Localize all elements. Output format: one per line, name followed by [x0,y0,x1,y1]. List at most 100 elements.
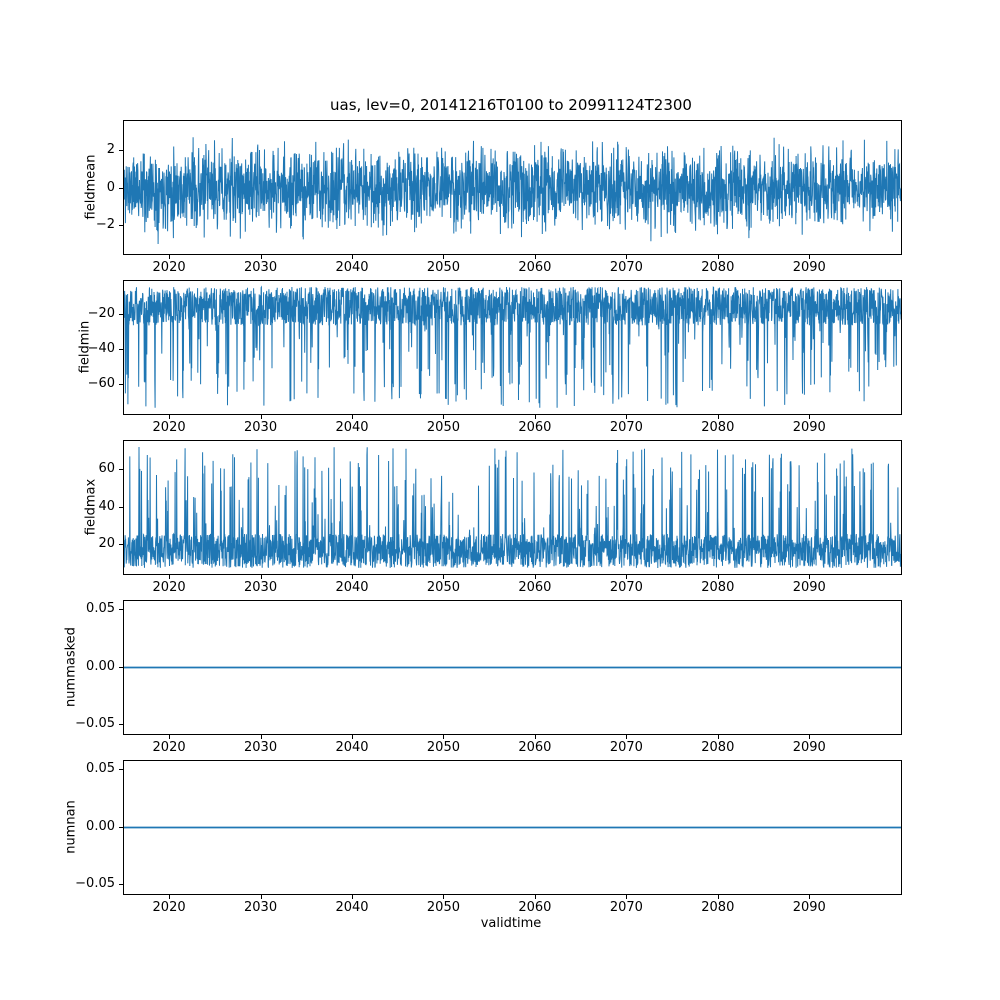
x-tick-label: 2090 [792,420,826,435]
y-tick-label: −40 [87,341,115,357]
x-tick-mark [534,255,536,259]
x-tick-label: 2020 [152,260,186,275]
axes-fieldmax [123,440,902,575]
x-tick-mark [352,575,353,579]
x-tick-mark [809,895,811,899]
x-tick-label: 2020 [152,580,186,595]
x-tick-label: 2020 [152,420,186,435]
x-tick-mark [809,735,811,739]
data-line-fieldmean [124,137,901,245]
x-tick-label: 2080 [701,580,735,595]
y-tick-mark [119,769,123,771]
x-tick-label: 2030 [244,900,278,915]
x-tick-mark [352,735,353,739]
y-tick-mark [119,313,123,315]
y-tick-label: −0.05 [75,875,115,891]
x-tick-mark [260,895,262,899]
x-tick-label: 2080 [701,740,735,755]
x-tick-mark [626,415,628,419]
x-tick-label: 2090 [792,580,826,595]
x-tick-label: 2040 [335,740,369,755]
x-tick-label: 2030 [244,420,278,435]
x-tick-label: 2060 [518,420,552,435]
x-tick-mark [443,575,445,579]
x-tick-label: 2030 [244,580,278,595]
x-tick-mark [717,255,719,259]
x-tick-mark [352,895,353,899]
x-tick-mark [260,415,262,419]
x-tick-mark [717,735,719,739]
y-tick-mark [119,187,123,189]
y-tick-mark [119,224,123,226]
x-tick-label: 2090 [792,260,826,275]
y-tick-label: −2 [95,216,115,232]
y-tick-label: 0.05 [86,601,115,617]
y-tick-label: 0.05 [86,761,115,777]
x-tick-mark [534,735,536,739]
x-tick-mark [169,575,171,579]
x-tick-mark [534,895,536,899]
x-tick-label: 2080 [701,420,735,435]
y-tick-label: 60 [98,460,115,476]
chart-title: uas, lev=0, 20141216T0100 to 20991124T23… [330,96,692,114]
x-tick-label: 2070 [609,580,643,595]
x-tick-label: 2030 [244,740,278,755]
axes-fieldmean [123,120,902,255]
x-tick-label: 2080 [701,260,735,275]
x-tick-mark [443,255,445,259]
x-tick-mark [534,415,536,419]
x-tick-label: 2090 [792,740,826,755]
axes-numnan [123,760,902,895]
x-tick-label: 2020 [152,740,186,755]
y-tick-mark [119,609,123,611]
x-tick-mark [169,415,171,419]
y-tick-mark [119,666,123,668]
x-tick-mark [260,575,262,579]
x-tick-mark [717,575,719,579]
x-tick-label: 2070 [609,900,643,915]
y-tick-label: 0.00 [86,658,115,674]
x-tick-label: 2090 [792,900,826,915]
x-tick-label: 2070 [609,260,643,275]
y-tick-label: −60 [87,376,115,392]
x-tick-label: 2050 [426,900,460,915]
y-tick-mark [119,150,123,152]
x-tick-label: 2060 [518,900,552,915]
x-tick-mark [443,735,445,739]
x-tick-mark [717,415,719,419]
x-tick-label: 2040 [335,260,369,275]
y-tick-mark [119,384,123,386]
axes-fieldmin [123,280,902,415]
x-tick-mark [717,895,719,899]
axes-nummasked [123,600,902,735]
y-tick-mark [119,826,123,828]
x-tick-label: 2050 [426,420,460,435]
y-tick-mark [119,723,123,725]
x-tick-mark [260,255,262,259]
x-tick-label: 2070 [609,420,643,435]
data-line-fieldmax [124,446,901,569]
x-axis-label: validtime [480,916,542,931]
x-tick-label: 2050 [426,260,460,275]
y-tick-label: 2 [106,142,115,158]
x-tick-mark [169,255,171,259]
x-tick-label: 2050 [426,580,460,595]
y-tick-label: −20 [87,305,115,321]
y-tick-mark [119,349,123,351]
x-tick-mark [260,735,262,739]
x-tick-mark [443,415,445,419]
x-tick-mark [352,415,353,419]
x-tick-mark [534,575,536,579]
x-tick-label: 2030 [244,260,278,275]
x-tick-mark [352,255,353,259]
x-tick-mark [809,575,811,579]
y-tick-label: 0 [106,179,115,195]
y-tick-label: 40 [98,498,115,514]
x-tick-label: 2060 [518,580,552,595]
x-tick-label: 2020 [152,900,186,915]
x-tick-label: 2060 [518,740,552,755]
y-tick-mark [119,883,123,885]
y-tick-label: 0.00 [86,818,115,834]
y-tick-mark [119,506,123,508]
